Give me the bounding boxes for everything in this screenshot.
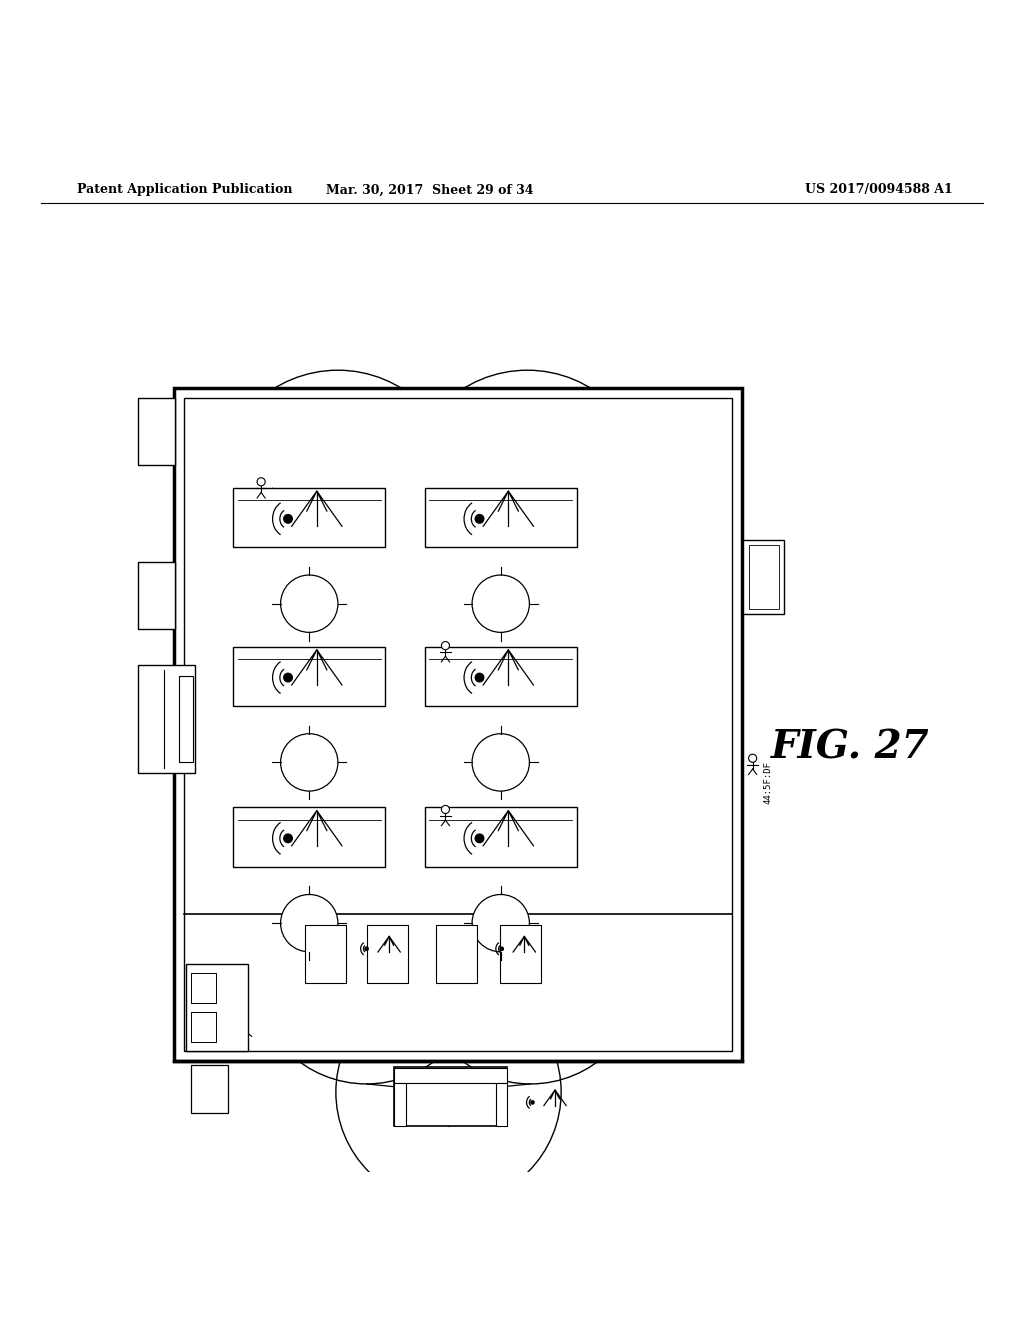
- Circle shape: [472, 734, 529, 791]
- Text: 44:5F:DF: 44:5F:DF: [764, 762, 772, 804]
- Circle shape: [284, 515, 292, 523]
- Circle shape: [475, 673, 483, 682]
- Bar: [500, 925, 541, 982]
- Text: 64:5F:DF: 64:5F:DF: [457, 813, 465, 855]
- Text: Patent Application Publication: Patent Application Publication: [77, 183, 292, 197]
- Text: FIG. 27: FIG. 27: [771, 729, 929, 766]
- Bar: [138, 665, 195, 772]
- Circle shape: [749, 754, 757, 763]
- Text: 54:5F:DF: 54:5F:DF: [272, 484, 281, 528]
- Circle shape: [281, 576, 338, 632]
- Circle shape: [441, 642, 450, 649]
- Circle shape: [530, 1101, 535, 1104]
- Bar: [191, 1065, 228, 1113]
- Bar: [749, 545, 779, 609]
- Circle shape: [500, 948, 504, 950]
- Bar: [436, 925, 477, 982]
- Circle shape: [284, 834, 292, 842]
- Circle shape: [257, 478, 265, 486]
- Bar: [233, 488, 385, 548]
- Circle shape: [441, 805, 450, 813]
- Bar: [394, 1068, 507, 1084]
- Bar: [233, 647, 385, 706]
- Bar: [743, 540, 784, 614]
- Text: Mar. 30, 2017  Sheet 29 of 34: Mar. 30, 2017 Sheet 29 of 34: [327, 183, 534, 197]
- Bar: [186, 964, 248, 1051]
- Circle shape: [472, 576, 529, 632]
- Bar: [394, 1067, 507, 1126]
- Bar: [191, 973, 216, 1003]
- Bar: [496, 1084, 507, 1126]
- Circle shape: [365, 948, 369, 950]
- Bar: [138, 562, 175, 630]
- Circle shape: [281, 895, 338, 952]
- Circle shape: [284, 673, 292, 682]
- Bar: [138, 397, 175, 466]
- Bar: [367, 925, 408, 982]
- Bar: [394, 1084, 406, 1126]
- Bar: [305, 925, 346, 982]
- Bar: [191, 1012, 216, 1043]
- Circle shape: [475, 834, 483, 842]
- Bar: [184, 397, 732, 1051]
- Circle shape: [475, 515, 483, 523]
- Bar: [174, 388, 742, 1061]
- Circle shape: [281, 734, 338, 791]
- Circle shape: [472, 895, 529, 952]
- Bar: [425, 647, 577, 706]
- Text: JOHN: JOHN: [271, 510, 282, 535]
- Bar: [425, 488, 577, 548]
- Bar: [179, 676, 193, 762]
- Bar: [233, 808, 385, 867]
- Bar: [425, 808, 577, 867]
- Text: 34:5F:DF: 34:5F:DF: [457, 648, 465, 692]
- Text: US 2017/0094588 A1: US 2017/0094588 A1: [805, 183, 952, 197]
